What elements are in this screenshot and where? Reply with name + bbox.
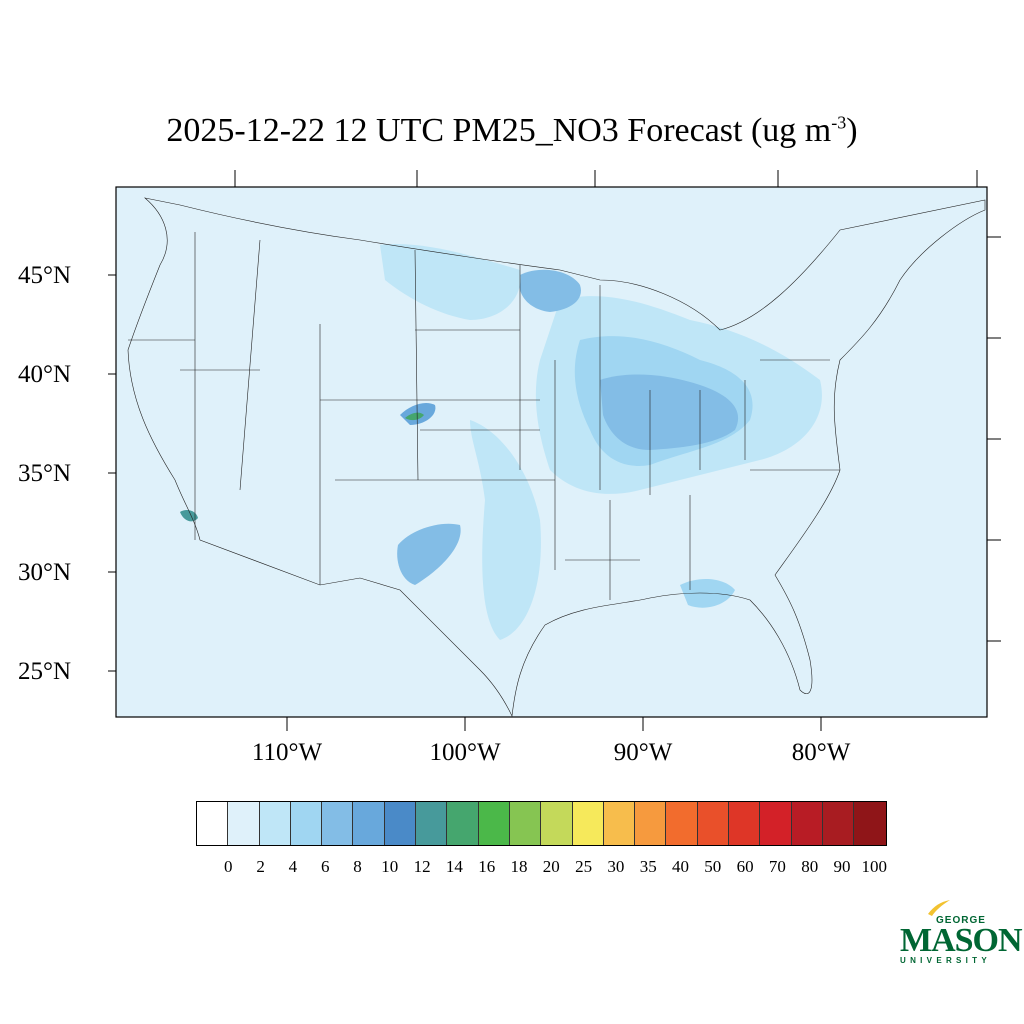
lon-label-110w: 110°W <box>251 739 323 766</box>
colorbar-label: 70 <box>768 857 786 876</box>
map-title: 2025-12-22 12 UTC PM25_NO3 Forecast (ug … <box>0 112 1024 150</box>
title-exponent: -3 <box>831 112 847 133</box>
colorbar-cell <box>478 802 510 845</box>
title-text: 2025-12-22 12 UTC PM25_NO3 Forecast (ug … <box>166 112 832 149</box>
lat-label-25: 25°N <box>18 658 72 685</box>
colorbar-cell <box>322 802 354 845</box>
colorbar-cell <box>384 802 417 845</box>
us-outline <box>127 197 986 718</box>
colorbar-cell <box>572 802 604 845</box>
gmu-logo: GEORGE MASON UNIVERSITY <box>898 898 1023 968</box>
contour-la <box>180 510 198 522</box>
colorbar-label: 6 <box>320 857 330 876</box>
lat-label-30: 30°N <box>18 559 72 586</box>
colorbar-cell <box>447 802 479 845</box>
colorbar-label: 80 <box>801 857 819 876</box>
colorbar-label: 90 <box>833 857 851 876</box>
lon-label-80w: 80°W <box>791 739 851 766</box>
colorbar-label: 35 <box>639 857 657 876</box>
colorbar-cell <box>290 802 323 845</box>
logo-line1: GEORGE <box>936 915 986 926</box>
colorbar-cell <box>603 802 636 845</box>
border-lines <box>128 232 840 600</box>
colorbar-cell <box>729 802 761 845</box>
colorbar-label: 16 <box>478 857 496 876</box>
colorbar-label: 2 <box>256 857 265 876</box>
logo-swoosh-icon <box>928 900 950 916</box>
colorbar-cell <box>791 802 823 845</box>
colorbar-cell <box>697 802 730 845</box>
colorbar-cell <box>197 802 229 845</box>
lat-label-35: 35°N <box>18 460 72 487</box>
contour-west-texas <box>397 523 461 585</box>
title-close: ) <box>846 112 858 149</box>
colorbar-label: 60 <box>736 857 754 876</box>
colorbar-label: 14 <box>445 857 463 876</box>
contour-minnesota <box>519 269 581 312</box>
colorbar-cell <box>760 802 792 845</box>
colorbar <box>196 801 887 846</box>
colorbar-cell <box>666 802 698 845</box>
state-borders <box>127 197 986 718</box>
colorbar-label: 4 <box>288 857 298 876</box>
colorbar-cell <box>541 802 573 845</box>
logo-line3: UNIVERSITY <box>900 956 992 965</box>
colorbar-label: 50 <box>704 857 722 876</box>
colorbar-label: 0 <box>224 857 233 876</box>
colorbar-label: 20 <box>542 857 560 876</box>
concentration-contours <box>180 244 822 640</box>
colorbar-label: 25 <box>575 857 593 876</box>
colorbar-label: 100 <box>861 857 888 876</box>
lon-label-90w: 90°W <box>613 739 673 766</box>
lon-label-100w: 100°W <box>429 739 501 766</box>
contour-colorado-peak <box>405 412 424 421</box>
lon-ticks <box>234 170 978 731</box>
colorbar-label: 8 <box>353 857 362 876</box>
colorbar-label: 10 <box>381 857 399 876</box>
colorbar-cell <box>416 802 448 845</box>
colorbar-label: 40 <box>672 857 689 876</box>
colorbar-cell <box>822 802 855 845</box>
logo-line2: MASON <box>900 922 1023 959</box>
lat-ticks <box>108 236 1001 672</box>
lat-label-45: 45°N <box>18 262 72 289</box>
lat-label-40: 40°N <box>18 361 72 388</box>
colorbar-label: 18 <box>510 857 528 876</box>
colorbar-cell <box>228 802 260 845</box>
colorbar-cell <box>854 802 886 845</box>
colorbar-label: 12 <box>413 857 431 876</box>
colorbar-cell <box>353 802 385 845</box>
colorbar-cell <box>635 802 667 845</box>
colorbar-cell <box>509 802 542 845</box>
colorbar-cell <box>259 802 291 845</box>
colorbar-label: 30 <box>607 857 625 876</box>
contour-ohio-valley <box>600 374 739 450</box>
contour-plains-band <box>470 420 541 640</box>
